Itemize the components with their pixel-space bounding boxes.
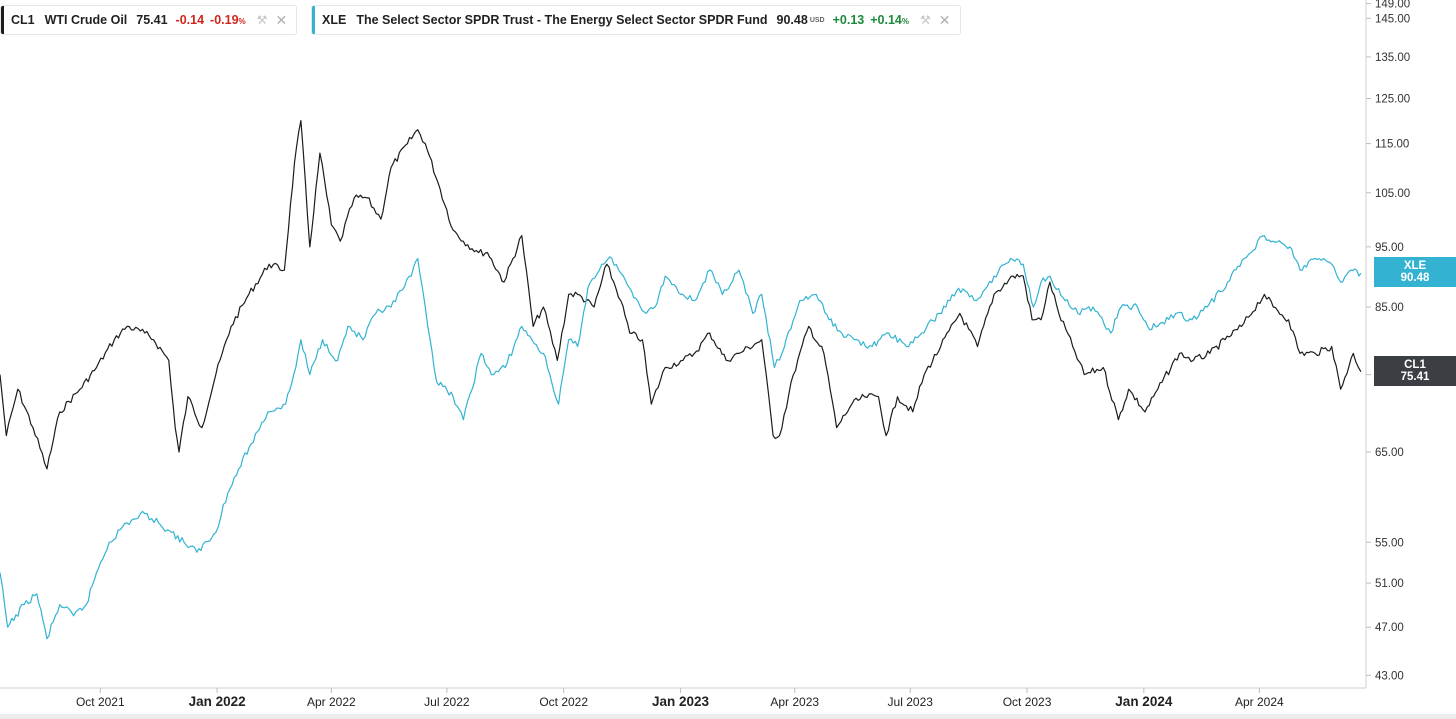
x-tick-label: Jan 2022 bbox=[189, 694, 246, 709]
x-tick-label: Apr 2022 bbox=[307, 695, 356, 709]
x-tick-label: Apr 2023 bbox=[770, 695, 819, 709]
legend-symbol: CL1 bbox=[11, 13, 35, 27]
price-tag-symbol: XLE bbox=[1403, 260, 1427, 273]
y-tick-label: 145.00 bbox=[1375, 13, 1410, 25]
x-tick-label: Jul 2023 bbox=[888, 695, 934, 709]
legend-name: WTI Crude Oil bbox=[44, 13, 128, 27]
hide-series-icon[interactable]: ⚒ bbox=[256, 13, 268, 27]
series-line-xle bbox=[0, 235, 1362, 640]
y-tick-label: 65.00 bbox=[1375, 447, 1404, 459]
x-tick-label: Oct 2021 bbox=[76, 695, 125, 709]
legend-change: -0.14 bbox=[175, 13, 205, 27]
x-tick-label: Oct 2022 bbox=[539, 695, 588, 709]
price-tag-cl1: CL1 75.41 bbox=[1374, 355, 1456, 386]
y-tick-label: 105.00 bbox=[1375, 188, 1410, 200]
legend-change: +0.13 bbox=[832, 13, 865, 27]
x-tick-label: Jan 2023 bbox=[652, 694, 710, 709]
legend-change-pct: -0.19% bbox=[210, 13, 246, 27]
hide-series-icon[interactable]: ⚒ bbox=[920, 13, 931, 27]
legend-price: 75.41 bbox=[136, 13, 168, 27]
y-tick-label: 135.00 bbox=[1375, 52, 1410, 64]
series-line-cl1 bbox=[0, 120, 1362, 470]
y-tick-label: 43.00 bbox=[1375, 670, 1404, 682]
price-tag-xle: XLE 90.48 bbox=[1374, 257, 1456, 288]
y-tick-label: 85.00 bbox=[1375, 302, 1404, 314]
x-tick-label: Jul 2022 bbox=[424, 695, 470, 709]
y-tick-label: 47.00 bbox=[1375, 622, 1404, 634]
y-tick-label: 95.00 bbox=[1375, 242, 1404, 254]
x-tick-label: Apr 2024 bbox=[1235, 695, 1284, 709]
y-tick-label: 125.00 bbox=[1375, 94, 1410, 106]
series-color-swatch bbox=[312, 6, 315, 34]
x-tick-label: Jan 2024 bbox=[1115, 694, 1173, 709]
legend-currency: USD bbox=[809, 16, 825, 24]
y-tick-label: 55.00 bbox=[1375, 537, 1404, 549]
y-tick-label: 115.00 bbox=[1375, 139, 1409, 151]
legend-symbol: XLE bbox=[322, 13, 347, 27]
x-tick-label: Oct 2023 bbox=[1003, 695, 1052, 709]
series-color-swatch bbox=[1, 6, 4, 34]
legend-price: 90.48 bbox=[776, 13, 808, 27]
y-tick-label: 149.00 bbox=[1375, 0, 1410, 11]
legend-change-pct: +0.14% bbox=[870, 13, 909, 27]
price-tag-symbol: CL1 bbox=[1404, 358, 1426, 371]
close-icon[interactable]: ✕ bbox=[938, 11, 951, 28]
legend-chip-xle[interactable]: XLE The Select Sector SPDR Trust - The E… bbox=[311, 5, 961, 35]
bottom-scroll-strip[interactable] bbox=[0, 714, 1456, 719]
legend-name: The Select Sector SPDR Trust - The Energ… bbox=[356, 13, 768, 27]
price-tag-value: 90.48 bbox=[1400, 272, 1430, 285]
legend-chip-cl1[interactable]: CL1 WTI Crude Oil 75.41 -0.14 -0.19% ⚒ ✕ bbox=[0, 5, 298, 35]
close-icon[interactable]: ✕ bbox=[275, 11, 288, 28]
y-tick-label: 51.00 bbox=[1375, 578, 1404, 590]
price-tag-value: 75.41 bbox=[1400, 370, 1430, 383]
